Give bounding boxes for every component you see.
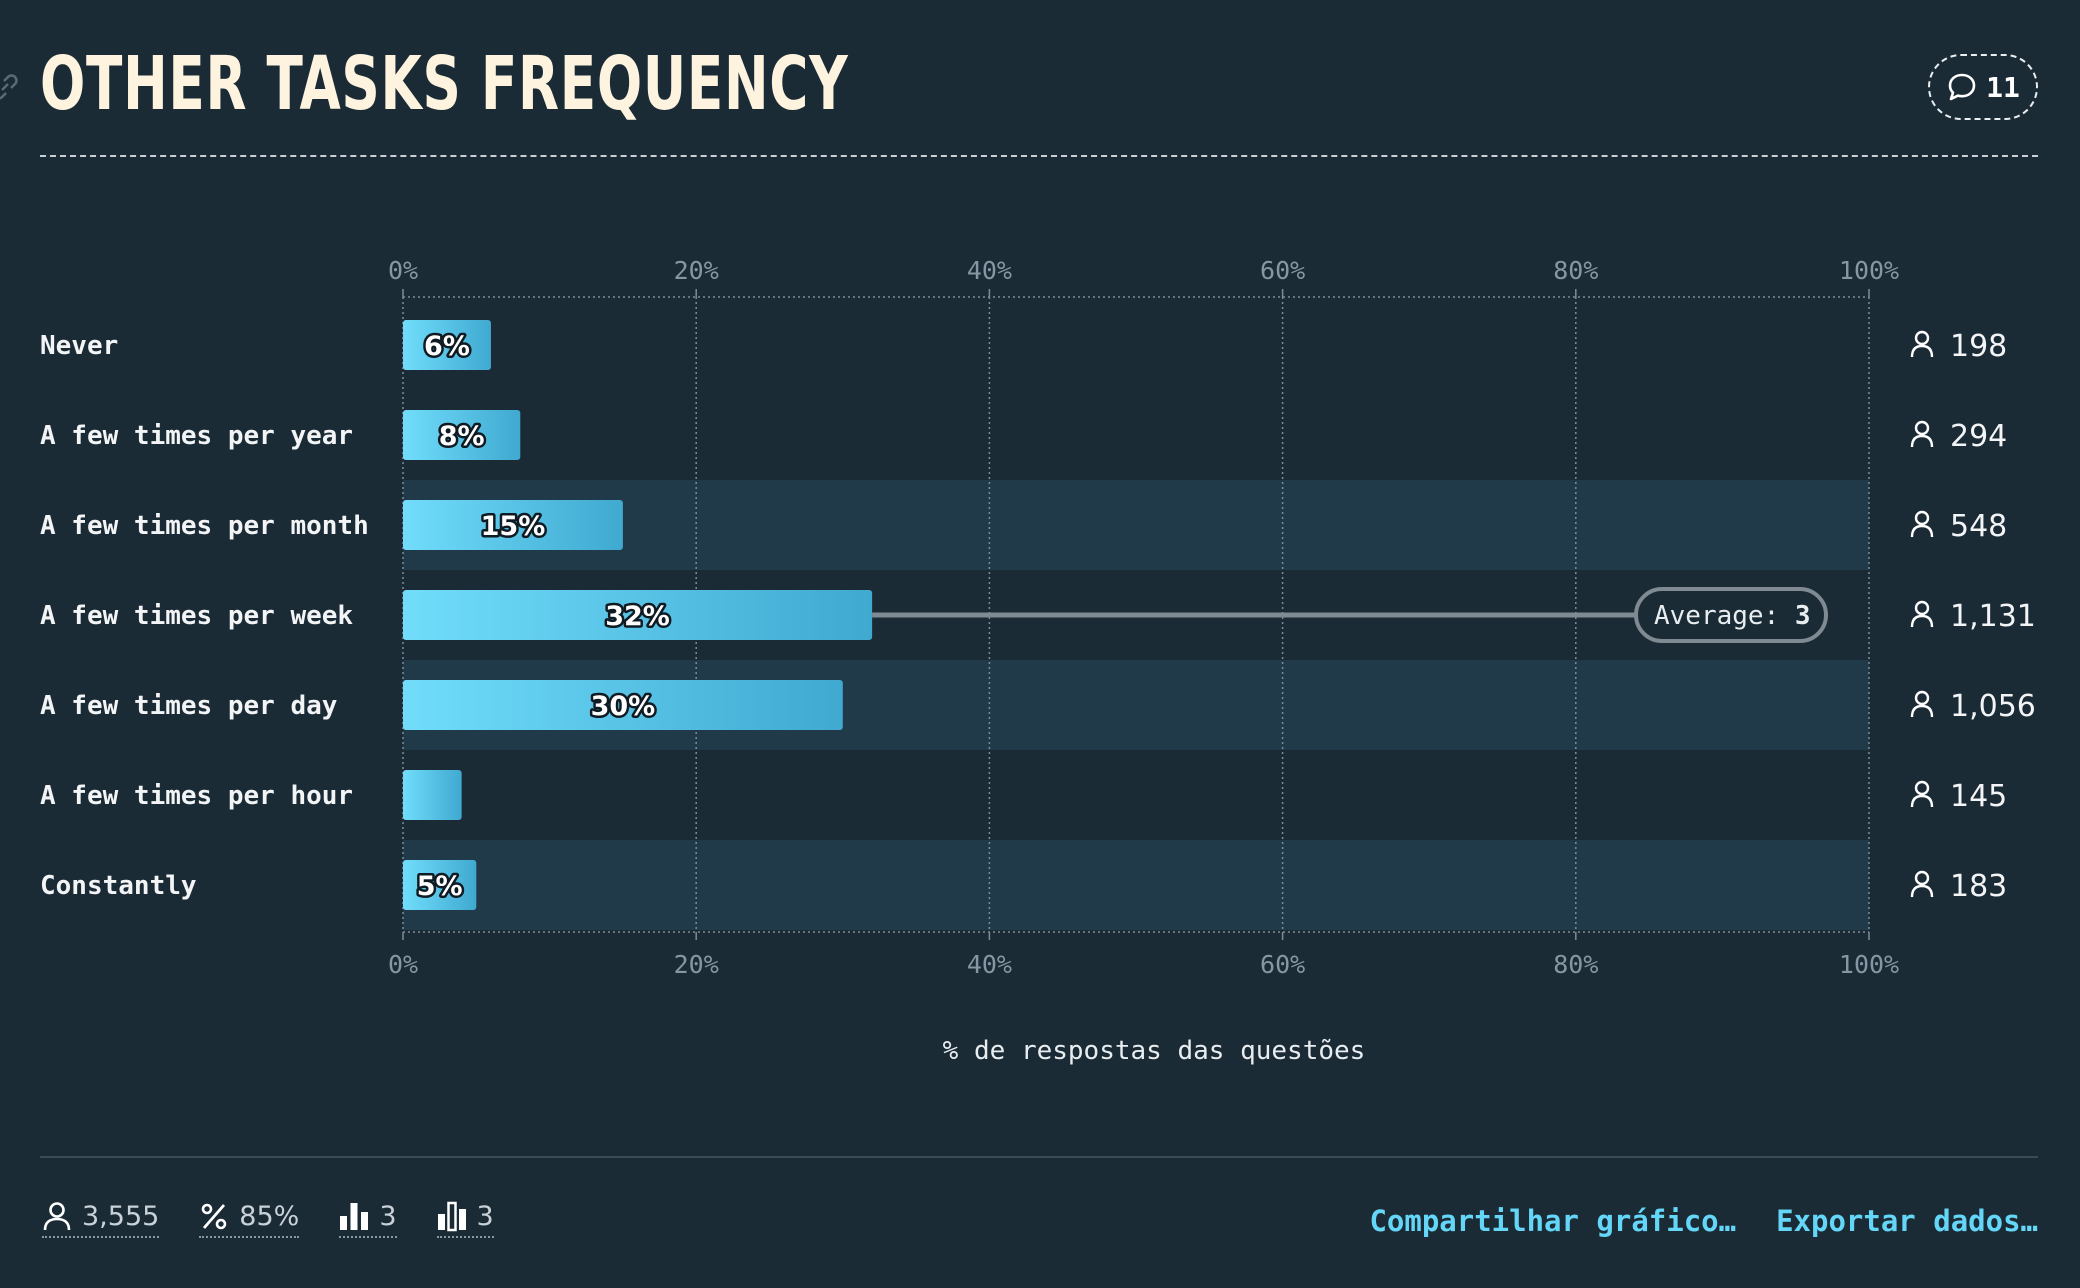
bar[interactable]: [403, 500, 623, 550]
user-icon: [1910, 510, 1934, 538]
x-tick-label-bottom: 60%: [1260, 950, 1305, 979]
comment-count: 11: [1986, 70, 2020, 104]
user-icon: [1910, 420, 1934, 448]
title-divider: [40, 155, 2038, 157]
share-chart-link[interactable]: Compartilhar gráfico…: [1369, 1204, 1737, 1238]
bar[interactable]: [403, 770, 462, 820]
category-label: Never: [40, 331, 118, 361]
bar[interactable]: [403, 320, 491, 370]
average-stat[interactable]: 3: [436, 1200, 494, 1238]
respondents-count: 3,555: [82, 1200, 160, 1232]
bar-chart: 0% 0% 20% 20% 40% 40% 60% 60% 80% 80% 100% 100% Ave…: [40, 256, 2036, 979]
category-label: A few times per year: [40, 421, 353, 451]
user-icon: [1910, 690, 1934, 718]
bar[interactable]: [403, 860, 477, 910]
bar-value-label: 5%: [417, 871, 463, 902]
median-icon: [340, 1203, 369, 1230]
average-label: Average: 3: [1654, 601, 1811, 631]
footer-stats: 3,555 85% 3 3: [42, 1200, 494, 1238]
x-tick-label-bottom: 20%: [674, 950, 719, 979]
respondent-count: 145: [1950, 779, 2007, 814]
x-tick-label-bottom: 80%: [1553, 950, 1598, 979]
link-icon[interactable]: [0, 72, 20, 102]
bar[interactable]: [403, 680, 843, 730]
average-icon: [437, 1201, 466, 1232]
percent-value: 85%: [239, 1200, 300, 1232]
category-label: Constantly: [40, 871, 197, 901]
respondents-stat[interactable]: 3,555: [42, 1200, 160, 1238]
average-badge[interactable]: [1634, 587, 1828, 643]
chart-title: OTHER TASKS FREQUENCY: [40, 41, 849, 127]
x-tick-label-bottom: 100%: [1839, 950, 1899, 979]
category-label: A few times per week: [40, 601, 353, 631]
respondent-count: 198: [1950, 329, 2007, 364]
respondent-count: 294: [1950, 419, 2007, 454]
category-label: A few times per month: [40, 511, 369, 541]
bar-value-label: 32%: [605, 601, 670, 632]
x-axis-title: % de respostas das questões: [942, 1036, 1366, 1066]
x-tick-label-top: 40%: [967, 256, 1012, 285]
respondent-count: 1,131: [1950, 599, 2036, 634]
x-tick-label-top: 0%: [388, 256, 418, 285]
percent-stat[interactable]: 85%: [199, 1200, 300, 1238]
median-stat[interactable]: 3: [339, 1200, 397, 1238]
comment-icon: [1948, 73, 1976, 101]
average-value: 3: [476, 1200, 494, 1232]
footer-divider: [40, 1156, 2038, 1158]
respondent-count: 183: [1950, 869, 2007, 904]
export-data-link[interactable]: Exportar dados…: [1776, 1204, 2038, 1238]
respondent-count: 548: [1950, 509, 2007, 544]
x-tick-label-bottom: 40%: [967, 950, 1012, 979]
user-icon: [43, 1202, 71, 1231]
x-tick-label-bottom: 0%: [388, 950, 418, 979]
x-tick-label-top: 20%: [674, 256, 719, 285]
bar-value-label: 8%: [439, 421, 485, 452]
row-band: [403, 840, 1869, 930]
average-value-text: 3: [1795, 601, 1811, 631]
percent-icon: [201, 1203, 227, 1230]
bar[interactable]: [403, 410, 521, 460]
row-band: [403, 480, 1869, 570]
footer-links: Compartilhar gráfico… Exportar dados…: [1369, 1204, 2038, 1238]
bar[interactable]: [403, 590, 873, 640]
comments-button[interactable]: 11: [1928, 54, 2038, 120]
respondent-count: 1,056: [1950, 689, 2036, 724]
median-value: 3: [379, 1200, 397, 1232]
x-tick-label-top: 80%: [1553, 256, 1598, 285]
user-icon: [1910, 780, 1934, 808]
user-icon: [1910, 330, 1934, 358]
category-label: A few times per hour: [40, 781, 353, 811]
user-icon: [1910, 600, 1934, 628]
user-icon: [1910, 870, 1934, 898]
bar-value-label: 30%: [591, 691, 656, 722]
bar-value-label: 15%: [481, 511, 546, 542]
category-label: A few times per day: [40, 691, 337, 721]
x-tick-label-top: 100%: [1839, 256, 1899, 285]
x-tick-label-top: 60%: [1260, 256, 1305, 285]
bar-value-label: 6%: [424, 331, 470, 362]
